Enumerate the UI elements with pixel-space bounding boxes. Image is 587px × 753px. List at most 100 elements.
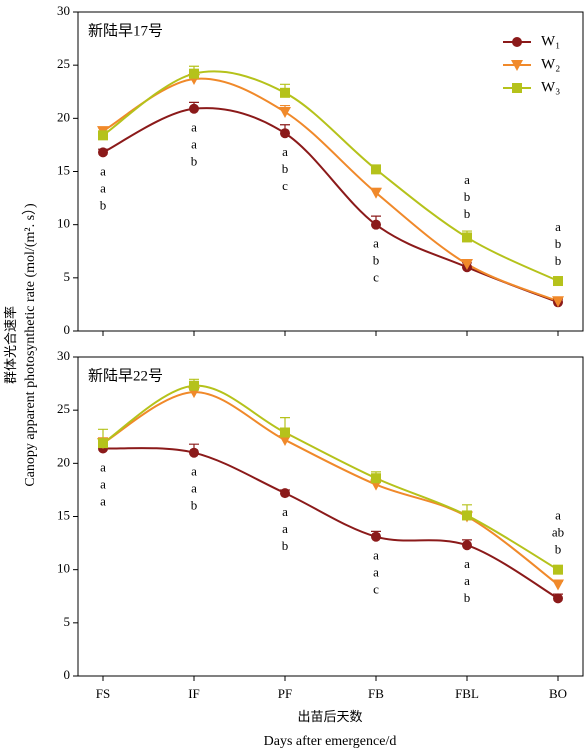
series-line (102, 77, 559, 303)
data-point (552, 296, 564, 308)
data-point (279, 434, 291, 446)
y-axis-label-en: Canopy apparent photosynthetic rate (mol… (22, 203, 38, 487)
significance-letter: a (100, 180, 106, 195)
legend-label: W₁ (541, 33, 560, 49)
y-tick-label: 15 (57, 507, 70, 522)
x-tick-label: PF (278, 686, 292, 701)
data-point (98, 438, 108, 449)
y-tick-label: 10 (57, 561, 70, 576)
significance-letter: a (464, 172, 470, 187)
data-point (370, 187, 382, 199)
significance-letter: a (282, 521, 288, 536)
x-tick-label: FS (96, 686, 110, 701)
significance-letter: b (555, 253, 562, 268)
data-point (189, 103, 199, 114)
significance-letter: a (191, 120, 197, 135)
x-axis-label-en: Days after emergence/d (264, 734, 397, 749)
significance-letter: b (100, 197, 107, 212)
data-point (553, 276, 563, 287)
y-tick-label: 0 (64, 667, 71, 682)
y-axis-label-cn: 群体光合速率 (3, 306, 18, 384)
significance-letter: c (282, 178, 288, 193)
significance-letter: b (555, 236, 562, 251)
significance-letter: a (282, 504, 288, 519)
data-point (553, 564, 563, 575)
y-tick-label: 25 (57, 401, 70, 416)
significance-letter: b (464, 590, 471, 605)
significance-letter: a (373, 565, 379, 580)
y-tick-label: 20 (57, 109, 70, 124)
legend-marker (511, 60, 523, 71)
series-line (102, 447, 559, 600)
significance-letter: b (282, 538, 289, 553)
data-point (280, 87, 290, 98)
significance-letter: c (373, 582, 379, 597)
panel-title: 新陆早17号 (88, 22, 163, 39)
data-point (552, 579, 564, 591)
data-point (461, 259, 473, 271)
significance-letter: b (191, 154, 198, 169)
x-tick-label: FB (368, 686, 384, 701)
series-line (102, 391, 559, 586)
data-point (371, 164, 381, 175)
data-point (280, 128, 290, 139)
legend-label: W₃ (541, 79, 560, 95)
x-tick-label: BO (549, 686, 567, 701)
significance-letter: a (100, 493, 106, 508)
x-tick-label: IF (188, 686, 200, 701)
y-tick-label: 30 (57, 348, 70, 363)
significance-letter: a (555, 219, 561, 234)
significance-letter: a (464, 573, 470, 588)
y-tick-label: 25 (57, 56, 70, 71)
significance-letter: ab (552, 524, 564, 539)
legend-marker (512, 83, 522, 93)
data-point (553, 593, 563, 604)
data-point (98, 130, 108, 141)
x-tick-label: FBL (455, 686, 479, 701)
significance-letter: a (100, 163, 106, 178)
series-line (102, 384, 559, 571)
data-point (189, 68, 199, 79)
significance-letter: b (464, 206, 471, 221)
significance-letter: a (191, 137, 197, 152)
data-point (371, 531, 381, 542)
data-point (280, 427, 290, 438)
panel-title: 新陆早22号 (88, 367, 163, 384)
data-point (189, 380, 199, 391)
significance-letter: b (282, 161, 289, 176)
significance-letter: a (282, 144, 288, 159)
data-point (371, 473, 381, 484)
y-tick-label: 10 (57, 216, 70, 231)
significance-letter: a (100, 459, 106, 474)
series-line (102, 107, 559, 304)
data-point (462, 540, 472, 551)
legend-marker (512, 37, 522, 47)
significance-letter: b (373, 253, 380, 268)
significance-letter: a (191, 481, 197, 496)
significance-letter: a (555, 507, 561, 522)
y-tick-label: 20 (57, 454, 70, 469)
data-point (462, 232, 472, 243)
x-axis-label-cn: 出苗后天数 (297, 709, 362, 724)
data-point (189, 447, 199, 458)
data-point (371, 219, 381, 230)
series-line (102, 70, 559, 282)
data-point (98, 147, 108, 158)
significance-letter: a (464, 556, 470, 571)
significance-letter: b (464, 189, 471, 204)
significance-letter: c (373, 270, 379, 285)
significance-letter: a (373, 236, 379, 251)
y-tick-label: 30 (57, 3, 70, 18)
data-point (462, 510, 472, 521)
significance-letter: a (100, 476, 106, 491)
data-point (279, 106, 291, 118)
significance-letter: b (191, 498, 198, 513)
data-point (280, 488, 290, 499)
y-tick-label: 5 (64, 269, 71, 284)
significance-letter: b (555, 541, 562, 556)
y-tick-label: 15 (57, 162, 70, 177)
legend-label: W₂ (541, 56, 560, 72)
significance-letter: a (191, 464, 197, 479)
